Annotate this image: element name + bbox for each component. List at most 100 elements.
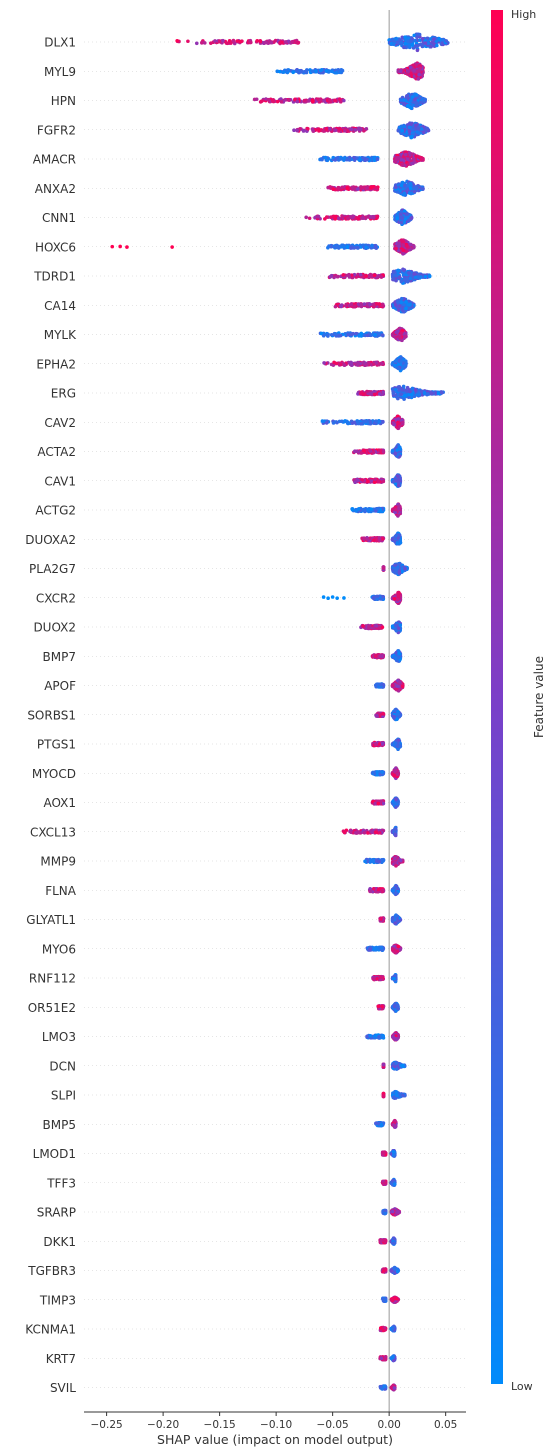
shap-point	[402, 45, 406, 50]
shap-point	[407, 43, 411, 48]
shap-point	[340, 185, 344, 190]
shap-point	[414, 154, 418, 158]
shap-point	[269, 40, 274, 45]
shap-point	[398, 362, 403, 367]
shap-point	[333, 98, 337, 103]
shap-point	[326, 245, 330, 250]
shap-point	[406, 39, 410, 44]
shap-point	[397, 384, 402, 389]
shap-point	[278, 40, 282, 45]
shap-point	[349, 302, 354, 307]
shap-point	[229, 41, 233, 45]
shap-point	[394, 246, 398, 251]
shap-point	[300, 70, 304, 74]
shap-point	[342, 129, 347, 133]
shap-point	[423, 274, 428, 279]
shap-point	[412, 158, 417, 163]
shap-point	[353, 304, 357, 309]
shap-point	[416, 393, 421, 397]
shap-point-outlier	[118, 244, 122, 249]
shap-point	[360, 478, 365, 482]
shap-point	[377, 392, 382, 396]
shap-point	[355, 419, 360, 424]
shap-point	[408, 242, 413, 247]
shap-point	[373, 333, 377, 337]
shap-point	[423, 97, 427, 102]
shap-point	[293, 97, 297, 102]
shap-point	[427, 274, 432, 278]
shap-point	[361, 392, 366, 397]
shap-point	[339, 68, 344, 72]
shap-point	[408, 303, 412, 307]
shap-point	[406, 69, 411, 74]
shap-point	[397, 125, 402, 130]
shap-point	[396, 308, 401, 312]
feature-points-fgfr2	[292, 121, 431, 140]
shap-point	[375, 302, 379, 306]
shap-point	[317, 129, 321, 133]
shap-point	[355, 156, 359, 160]
shap-point	[413, 97, 417, 102]
shap-point	[314, 69, 318, 73]
shap-point	[397, 244, 401, 248]
shap-point	[394, 185, 398, 190]
shap-point	[395, 216, 400, 220]
shap-point	[399, 158, 404, 162]
shap-points	[110, 32, 450, 1392]
shap-point	[399, 98, 403, 102]
shap-point	[409, 71, 413, 76]
shap-point	[258, 39, 263, 44]
shap-point	[408, 186, 413, 190]
shap-point	[408, 98, 413, 103]
shap-point	[322, 361, 326, 365]
shap-point	[354, 331, 358, 336]
shap-point	[417, 32, 422, 37]
shap-point	[287, 98, 291, 102]
shap-point	[416, 126, 420, 131]
shap-point	[323, 155, 328, 160]
shap-point	[368, 158, 373, 162]
shap-point	[420, 186, 425, 191]
shap-point	[369, 185, 373, 190]
shap-point	[404, 306, 408, 311]
shap-point	[279, 97, 283, 101]
shap-point	[324, 126, 329, 131]
shap-point	[396, 366, 401, 371]
shap-point	[371, 215, 376, 219]
shap-point	[331, 421, 336, 425]
shap-point	[362, 448, 366, 453]
shap-point	[231, 40, 236, 44]
shap-point	[436, 391, 441, 396]
shap-point	[398, 336, 403, 340]
shap-point	[342, 98, 346, 103]
shap-point	[401, 248, 405, 252]
shap-point	[328, 274, 333, 279]
shap-point	[364, 245, 368, 250]
shap-point	[413, 275, 418, 279]
shap-point	[359, 331, 364, 336]
shap-point	[414, 93, 419, 97]
shap-point	[412, 189, 417, 194]
shap-point	[377, 331, 381, 336]
shap-point	[410, 95, 415, 99]
shap-point	[290, 39, 295, 44]
shap-point	[415, 44, 420, 48]
shap-point	[338, 333, 343, 338]
shap-point	[397, 304, 402, 308]
shap-point	[404, 94, 409, 99]
shap-point	[333, 304, 338, 309]
shap-point	[396, 300, 400, 304]
feature-points-cav1	[352, 473, 403, 488]
shap-point	[273, 38, 278, 43]
shap-point	[393, 303, 398, 307]
shap-point	[376, 479, 381, 484]
shap-point	[399, 183, 404, 188]
shap-point	[360, 155, 365, 160]
feature-points-epha2	[322, 355, 408, 373]
shap-point	[393, 387, 398, 392]
shap-point	[400, 128, 405, 133]
shap-point	[417, 131, 422, 135]
shap-point	[422, 391, 427, 395]
shap-point	[399, 41, 404, 45]
